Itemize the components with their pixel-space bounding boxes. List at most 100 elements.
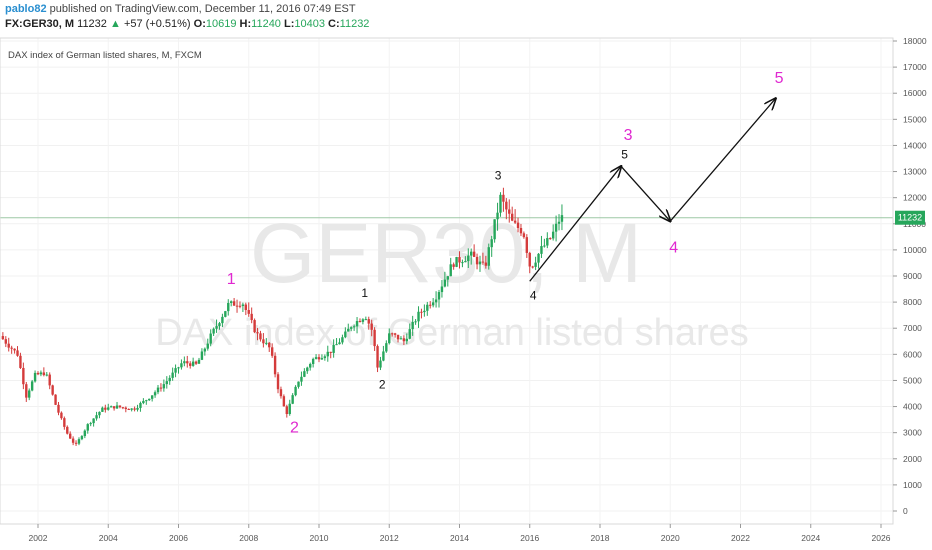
candle-body [452, 264, 455, 267]
y-tick-label: 0 [903, 506, 908, 516]
candle-body [414, 321, 417, 323]
candle-body [303, 371, 306, 377]
candle-body [270, 347, 274, 356]
y-tick-label: 9000 [903, 271, 922, 281]
candle-body [244, 304, 248, 311]
candle-body [516, 222, 520, 228]
candles [1, 187, 564, 446]
publisher-line: pablo82 published on TradingView.com, De… [5, 3, 356, 15]
candle-body [57, 404, 60, 413]
candle-body [540, 246, 543, 254]
candle-body [376, 346, 379, 368]
candle-body [522, 233, 526, 238]
y-tick-label: 16000 [903, 88, 927, 98]
wave-label: 3 [624, 127, 633, 144]
x-tick-label: 2024 [801, 533, 820, 543]
candle-body [92, 418, 95, 424]
candle-body [341, 337, 344, 343]
candle-body [282, 396, 286, 407]
candle-body [133, 408, 136, 410]
candle-body [118, 405, 122, 408]
x-tick-label: 2012 [380, 533, 399, 543]
x-tick-label: 2018 [591, 533, 610, 543]
high-label: H: [239, 18, 252, 30]
candle-body [7, 343, 10, 348]
candle-body [229, 301, 233, 303]
candle-body [39, 372, 43, 375]
candle-body [297, 381, 300, 387]
candle-body [546, 238, 549, 246]
candle-body [461, 262, 464, 264]
candle-body [268, 342, 271, 348]
y-tick-label: 13000 [903, 167, 927, 177]
candle-body [124, 407, 128, 410]
candle-body [13, 348, 16, 351]
candle-body [180, 363, 183, 368]
candle-body [408, 329, 411, 339]
candle-body [434, 299, 438, 303]
projection-arrow [669, 98, 775, 222]
candle-body [332, 344, 335, 353]
watermark-description: DAX index of German listed shares [155, 312, 749, 354]
candle-body [136, 407, 139, 410]
open-value: 10619 [205, 18, 237, 30]
symbol-label[interactable]: FX:GER30, M [5, 18, 75, 30]
ohlc-line: FX:GER30, M 11232 ▲ +57 (+0.51%) O:10619… [5, 18, 369, 30]
candle-body [335, 344, 338, 346]
candle-body [493, 219, 496, 240]
candle-body [83, 430, 87, 437]
candle-body [440, 286, 444, 293]
candle-body [484, 262, 488, 266]
candle-body [446, 276, 449, 280]
candle-body [405, 338, 409, 342]
candle-body [153, 392, 157, 396]
x-tick-label: 2026 [872, 533, 891, 543]
candle-body [475, 256, 479, 265]
candle-body [481, 261, 485, 263]
projection-arrow [529, 166, 621, 282]
candle-body [390, 333, 394, 335]
candle-body [294, 386, 297, 396]
published-text: published on TradingView.com, December 1… [49, 3, 356, 15]
candle-body [16, 350, 19, 356]
candle-body [30, 381, 34, 391]
candle-body [323, 356, 327, 359]
plot-border [0, 37, 894, 525]
candle-body [165, 381, 168, 385]
candle-body [68, 433, 72, 439]
candle-body [232, 301, 236, 306]
candle-body [218, 323, 221, 327]
candle-body [45, 374, 48, 376]
candle-body [253, 320, 256, 333]
candle-body [288, 403, 291, 415]
candle-body [490, 239, 493, 248]
candle-body [98, 411, 101, 416]
candle-body [317, 357, 321, 360]
candle-body [355, 321, 359, 327]
candle-body [273, 355, 277, 375]
candle-body [95, 415, 98, 419]
y-tick-label: 14000 [903, 140, 927, 150]
high-value: 11240 [251, 18, 281, 30]
candle-body [200, 351, 204, 360]
y-tick-label: 7000 [903, 323, 922, 333]
candle-body [499, 194, 502, 213]
candle-body [54, 394, 57, 405]
candle-body [306, 367, 309, 372]
grid [0, 38, 893, 524]
candle-body [470, 251, 473, 256]
candle-body [449, 264, 452, 277]
y-tick-label: 2000 [903, 454, 922, 464]
candle-body [86, 424, 89, 431]
candle-body [247, 310, 250, 314]
wave-label: 3 [495, 168, 502, 182]
author-link[interactable]: pablo82 [5, 3, 47, 15]
candle-body [142, 400, 145, 404]
candle-body [145, 400, 148, 402]
candle-body [393, 333, 397, 335]
candle-body [191, 361, 195, 366]
y-tick-label: 3000 [903, 428, 922, 438]
low-label: L: [284, 18, 295, 30]
candle-body [467, 255, 470, 262]
